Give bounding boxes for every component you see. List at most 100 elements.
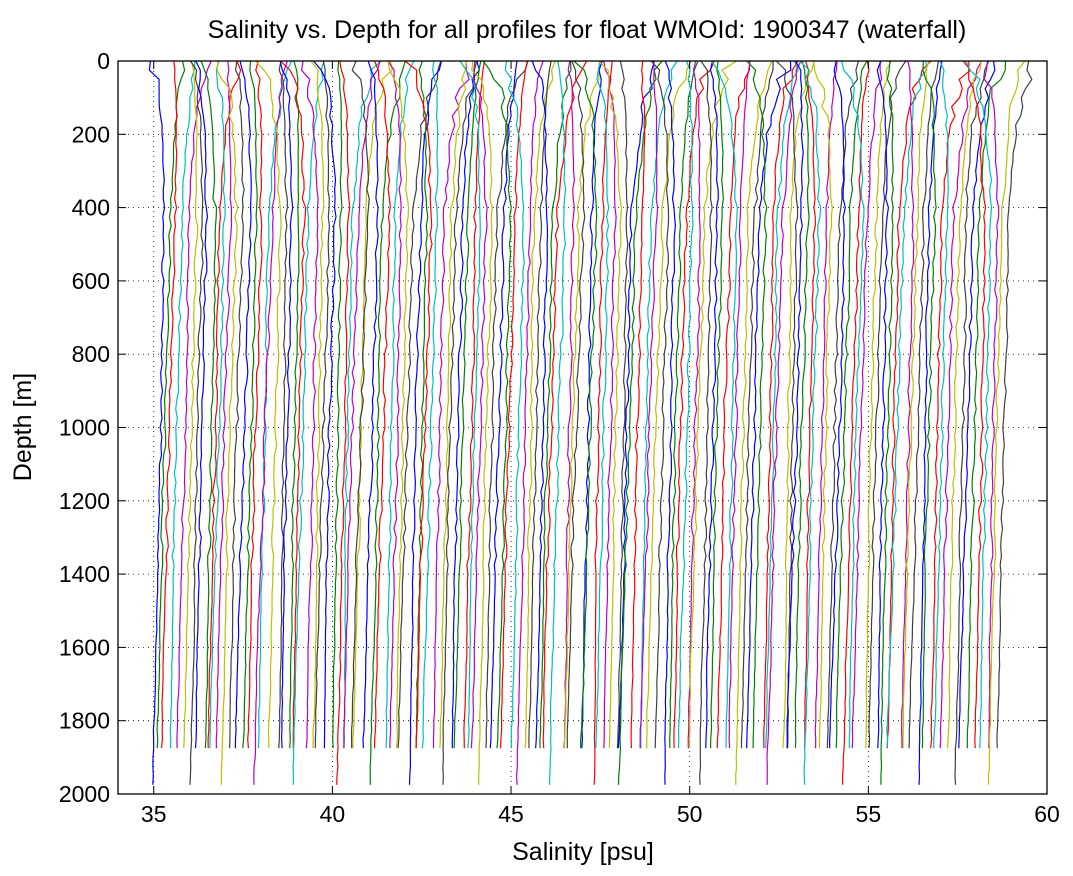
series-line-profile-45 <box>404 60 433 749</box>
series-line-profile-138 <box>983 60 1000 749</box>
y-axis-label: Depth [m] <box>9 373 37 481</box>
x-tick-label: 45 <box>498 801 524 827</box>
series-line-profile-140 <box>996 60 1033 749</box>
series-line-profile-130 <box>933 60 949 749</box>
y-tick-label: 400 <box>72 195 110 221</box>
series-line-profile-68 <box>563 60 576 749</box>
series-line-profile-99 <box>746 60 792 749</box>
series-line-profile-42 <box>397 60 442 749</box>
series-line-profile-88 <box>677 60 694 749</box>
series-line-profile-18 <box>257 60 293 749</box>
series-line-profile-92 <box>705 60 719 749</box>
series-line-profile-5 <box>176 60 212 749</box>
y-tick-label: 1600 <box>59 634 110 660</box>
series-line-profile-85 <box>664 60 677 785</box>
series-line-profile-41 <box>387 60 410 749</box>
series-line-profile-110 <box>814 60 838 749</box>
series-line-profile-97 <box>735 60 773 785</box>
series-line-profile-106 <box>786 60 804 749</box>
series-line-profile-75 <box>603 60 617 749</box>
y-tick-label: 1800 <box>59 708 110 734</box>
x-axis-ticks: 35 40 45 50 55 60 <box>141 61 1060 827</box>
x-tick-label: 55 <box>856 801 882 827</box>
series-line-profile-61 <box>515 60 544 785</box>
series-line-profile-32 <box>343 60 382 749</box>
y-tick-label: 800 <box>72 341 110 367</box>
series-line-profile-55 <box>471 60 493 785</box>
series-line-profile-101 <box>763 60 799 749</box>
series-line-profile-70 <box>566 60 586 749</box>
series-line-profile-109 <box>799 60 822 785</box>
series-line-profile-131 <box>939 60 983 749</box>
series-line-profile-136 <box>968 60 987 749</box>
series-line-profile-114 <box>835 60 868 749</box>
series-line-profile-51 <box>453 60 482 749</box>
x-tick-label: 35 <box>141 801 167 827</box>
series-line-profile-31 <box>336 60 351 785</box>
series-line-profile-39 <box>385 60 415 749</box>
series-line-profile-96 <box>728 60 751 749</box>
series-line-profile-121 <box>880 60 894 785</box>
series-line-profile-74 <box>595 60 610 749</box>
series-line-profile-48 <box>439 60 467 749</box>
series-line-profile-36 <box>362 60 379 749</box>
series-layer <box>148 60 1033 785</box>
series-line-profile-66 <box>542 60 588 749</box>
y-tick-label: 600 <box>72 268 110 294</box>
series-line-profile-116 <box>841 60 865 749</box>
series-line-profile-19 <box>253 60 288 785</box>
series-line-profile-49 <box>442 60 478 785</box>
series-line-profile-56 <box>485 60 529 749</box>
series-line-profile-83 <box>646 60 692 749</box>
series-line-profile-82 <box>639 60 659 749</box>
chart-title: Salinity vs. Depth for all profiles for … <box>208 16 967 44</box>
series-line-profile-133 <box>954 60 990 785</box>
series-line-profile-43 <box>408 60 443 785</box>
series-line-profile-33 <box>343 60 381 749</box>
series-line-profile-119 <box>868 60 907 749</box>
series-line-profile-25 <box>292 60 325 785</box>
series-line-profile-128 <box>921 60 937 749</box>
series-line-profile-27 <box>310 60 325 749</box>
series-line-profile-46 <box>421 60 439 749</box>
series-line-profile-47 <box>432 60 470 749</box>
series-line-profile-102 <box>765 60 799 749</box>
series-line-profile-2 <box>156 60 186 749</box>
series-line-profile-80 <box>630 60 646 749</box>
series-line-profile-14 <box>229 60 245 749</box>
y-axis-ticks: 0 200 400 600 800 1000 1200 1400 1600 1800 2000 <box>59 48 1047 807</box>
series-line-profile-3 <box>160 60 178 749</box>
series-line-profile-62 <box>524 60 556 749</box>
series-line-profile-93 <box>710 60 725 749</box>
series-line-profile-60 <box>504 60 525 749</box>
series-line-profile-89 <box>687 60 701 749</box>
series-line-profile-94 <box>716 60 751 749</box>
series-line-profile-37 <box>369 60 406 785</box>
series-line-profile-21 <box>278 60 289 749</box>
x-axis-label: Salinity [psu] <box>512 838 654 866</box>
series-line-profile-76 <box>598 60 623 749</box>
series-line-profile-57 <box>489 60 518 749</box>
series-line-profile-98 <box>740 60 774 749</box>
series-line-profile-13 <box>216 60 239 785</box>
series-line-profile-103 <box>766 60 802 785</box>
series-line-profile-134 <box>958 60 996 749</box>
series-line-profile-26 <box>300 60 319 749</box>
series-line-profile-72 <box>573 60 598 749</box>
series-line-profile-86 <box>669 60 699 749</box>
series-line-profile-38 <box>373 60 391 749</box>
series-line-profile-81 <box>640 60 678 749</box>
series-line-profile-100 <box>746 60 768 749</box>
series-line-profile-29 <box>313 60 337 749</box>
series-line-profile-4 <box>169 60 196 749</box>
series-line-profile-16 <box>242 60 258 749</box>
series-line-profile-84 <box>650 60 670 749</box>
series-line-profile-50 <box>451 60 480 749</box>
series-line-profile-28 <box>314 60 331 749</box>
x-tick-label: 50 <box>677 801 703 827</box>
series-line-profile-7 <box>189 60 204 785</box>
series-line-profile-105 <box>775 60 799 749</box>
series-line-profile-87 <box>673 60 715 749</box>
series-line-profile-124 <box>900 60 915 749</box>
